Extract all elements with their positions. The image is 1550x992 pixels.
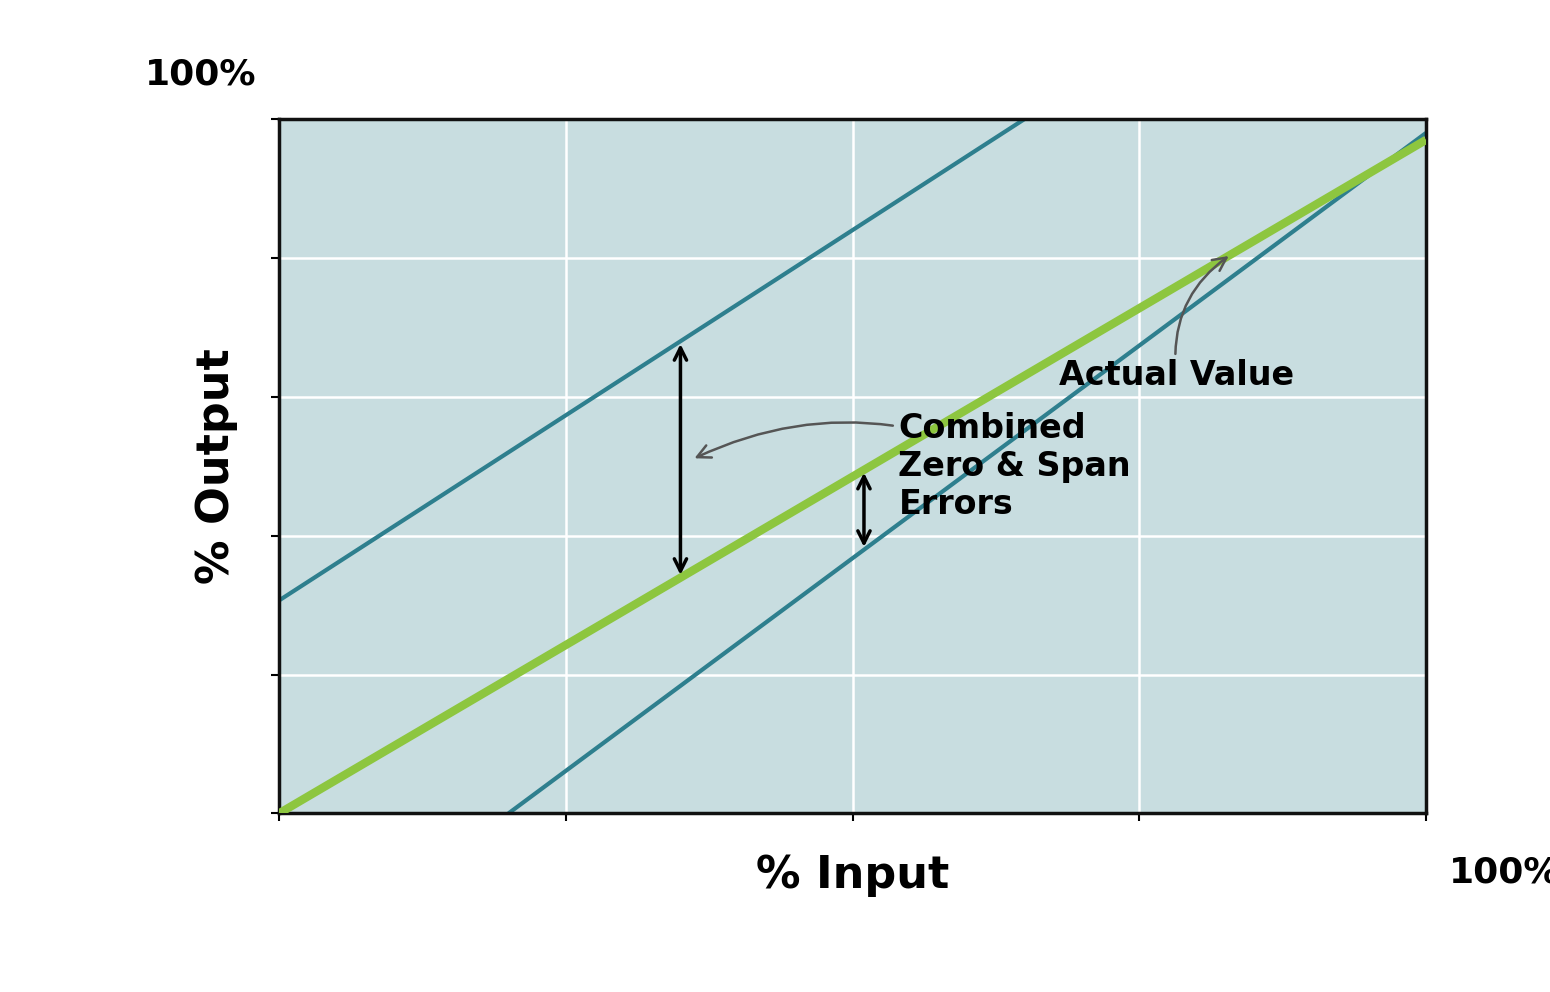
X-axis label: % Input: % Input (756, 854, 949, 898)
Text: Actual Value: Actual Value (1059, 258, 1294, 393)
Y-axis label: % Output: % Output (195, 348, 239, 584)
Text: Combined
Zero & Span
Errors: Combined Zero & Span Errors (698, 412, 1132, 521)
Text: 100%: 100% (144, 58, 256, 91)
Text: 100%: 100% (1449, 855, 1550, 889)
